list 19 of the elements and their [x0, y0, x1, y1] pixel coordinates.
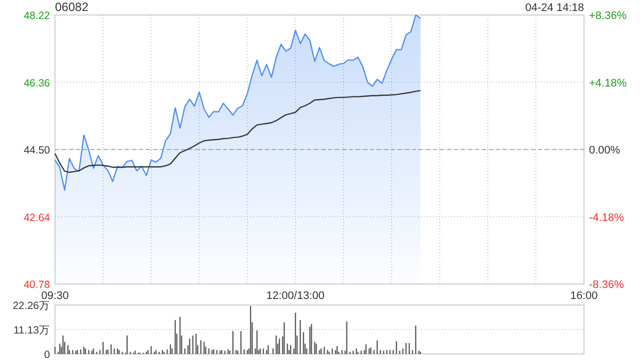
y-tick-label: 0: [44, 349, 50, 360]
y2-tick-label: +4.18%: [589, 77, 627, 90]
y-tick-label: 44.50: [24, 144, 50, 156]
y2-tick-label: +8.36%: [589, 10, 627, 22]
y-tick-label: 22.26万: [12, 300, 50, 312]
chart-title: 06082: [55, 0, 89, 14]
line-series: [54, 90, 422, 173]
x-tick-label: 16:00: [570, 290, 598, 302]
y2-tick-label: 0.00%: [589, 144, 620, 156]
x-tick-label: 12:00/13:00: [266, 290, 325, 302]
y-tick-label: 48.22: [24, 10, 50, 22]
y-tick-label: 46.36: [24, 77, 50, 90]
y-tick-label: 11.13万: [14, 324, 50, 336]
x-tick-label: 09:30: [41, 290, 69, 302]
y-tick-label: 42.64: [24, 212, 50, 224]
y2-tick-label: -4.18%: [589, 212, 624, 224]
y-tick-label: 40.78: [24, 279, 50, 291]
y2-tick-label: -8.36%: [589, 279, 624, 291]
text: 04-24 14:18: [525, 2, 584, 14]
